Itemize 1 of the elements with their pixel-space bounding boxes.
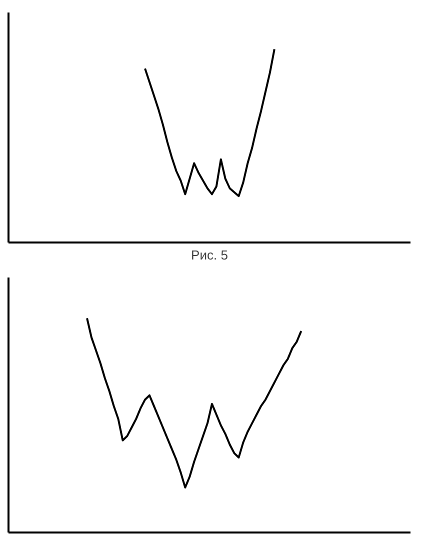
text: Рис. 5 [191, 248, 228, 262]
